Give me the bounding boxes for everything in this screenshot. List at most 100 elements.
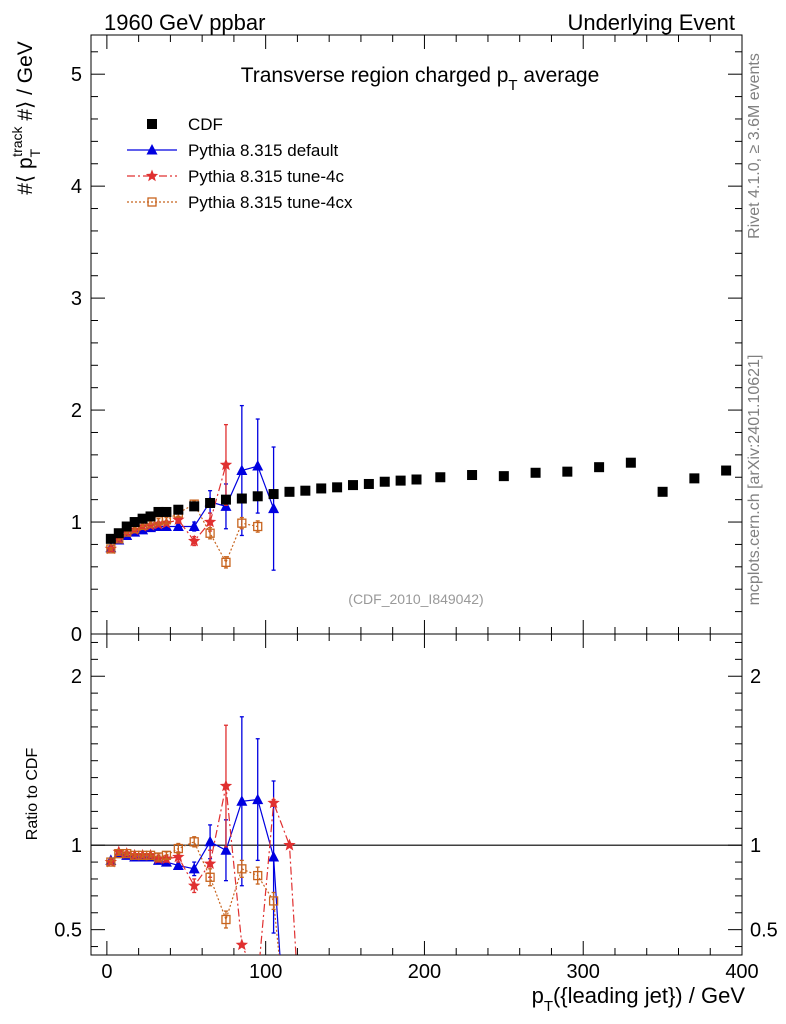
- series-line: [110, 785, 297, 955]
- data-point: [498, 471, 509, 482]
- data-point: [252, 460, 264, 471]
- data-point: [332, 482, 343, 493]
- rivet-label: Rivet 4.1.0, ≥ 3.6M events: [746, 53, 763, 239]
- data-point: [594, 462, 605, 473]
- data-point: [221, 557, 231, 567]
- ratio-y-tick-label: 0.5: [54, 920, 82, 942]
- data-point: [113, 528, 124, 539]
- data-point: [188, 862, 200, 874]
- data-point: [363, 478, 374, 489]
- xlabel: pT({leading jet}) / GeV: [532, 983, 746, 1015]
- data-point: [205, 872, 215, 882]
- header-right: Underlying Event: [567, 10, 735, 35]
- data-point: [562, 466, 573, 477]
- data-point: [253, 521, 263, 532]
- x-tick-label: 400: [725, 961, 758, 983]
- data-point: [172, 859, 184, 870]
- ratio-y-tick-label: 1: [71, 835, 82, 857]
- axes-layer: 0 100 200 300 400 0 1 2 3 4 5 0.5 0.5 1 1 2 2: [54, 35, 778, 983]
- data-point: [219, 779, 233, 792]
- data-point: [205, 528, 215, 538]
- data-point: [121, 521, 132, 532]
- data-point: [347, 480, 358, 491]
- data-point: [161, 850, 172, 860]
- data-point: [129, 517, 140, 528]
- data-point: [267, 796, 280, 809]
- analysis-watermark: (CDF_2010_I849042): [348, 591, 483, 607]
- data-point: [291, 974, 303, 986]
- ratio-ylabel: Ratio to CDF: [24, 748, 41, 841]
- data-point: [379, 476, 390, 487]
- data-point: [300, 485, 311, 496]
- legend-label: Pythia 8.315 default: [188, 141, 339, 160]
- data-point: [219, 458, 233, 471]
- data-point: [625, 457, 636, 468]
- y-tick-label: 1: [71, 512, 82, 534]
- main-title: Transverse region charged pT average: [241, 64, 600, 94]
- data-point: [252, 491, 263, 502]
- legend-label: CDF: [188, 115, 223, 134]
- y-tick-label: 3: [71, 288, 82, 310]
- data-point: [237, 864, 247, 874]
- data-point: [106, 544, 116, 554]
- ratio-y-tick-label: 2: [71, 666, 82, 688]
- data-point: [161, 506, 172, 517]
- series-line: [110, 841, 280, 955]
- data-point: [204, 835, 216, 847]
- main-ylabel: #⟨ pTtrack #⟩ / GeV: [9, 41, 43, 195]
- ratio-series-pythia-8-315-tune-4cx: [106, 836, 280, 955]
- data-point: [283, 838, 296, 851]
- data-point: [435, 472, 446, 483]
- series-line: [110, 798, 281, 955]
- data-point: [203, 857, 217, 870]
- data-point: [173, 843, 183, 854]
- data-point: [189, 501, 200, 512]
- data-point: [221, 914, 231, 925]
- legend-entry: Pythia 8.315 tune-4cx: [127, 193, 353, 212]
- data-point: [203, 515, 217, 528]
- data-point: [106, 857, 116, 867]
- y-tick-label: 4: [71, 176, 82, 198]
- series-layer: [104, 404, 732, 986]
- y-tick-label: 2: [71, 400, 82, 422]
- data-point: [657, 486, 668, 497]
- legend-marker: [145, 169, 159, 182]
- data-point: [172, 520, 184, 532]
- data-point: [268, 489, 279, 500]
- legend-marker: [147, 119, 157, 129]
- legend-marker: [146, 144, 158, 155]
- x-tick-label: 100: [249, 961, 282, 983]
- header-left: 1960 GeV ppbar: [104, 10, 265, 35]
- data-point: [236, 795, 248, 806]
- data-point: [252, 793, 264, 805]
- data-point: [467, 470, 478, 481]
- legend-entry: Pythia 8.315 default: [127, 141, 339, 160]
- data-point: [253, 870, 263, 881]
- data-point: [188, 879, 201, 891]
- data-point: [237, 518, 247, 528]
- data-point: [172, 513, 185, 526]
- data-point: [172, 850, 185, 863]
- legend-label: Pythia 8.315 tune-4cx: [188, 193, 353, 212]
- data-point: [220, 494, 231, 505]
- data-point: [137, 513, 148, 524]
- main-series-pythia-8-315-tune-4cx: [106, 499, 263, 569]
- data-point: [188, 520, 200, 532]
- data-point: [530, 467, 541, 478]
- legend: CDF Pythia 8.315 default Pythia 8.315 tune…: [127, 115, 353, 212]
- data-point: [188, 534, 201, 547]
- data-point: [153, 506, 164, 517]
- legend-label: Pythia 8.315 tune-4c: [188, 167, 344, 186]
- legend-entry: Pythia 8.315 tune-4c: [127, 167, 344, 186]
- x-tick-label: 200: [408, 961, 441, 983]
- data-point: [268, 851, 280, 862]
- data-point: [268, 896, 279, 906]
- x-tick-label: 300: [567, 961, 600, 983]
- data-point: [316, 483, 327, 494]
- ratio-y-tick-label-right: 0.5: [750, 920, 778, 942]
- data-point: [173, 504, 184, 515]
- data-point: [236, 493, 247, 504]
- ratio-y-tick-label-right: 2: [750, 666, 761, 688]
- ratio-panel-frame: [90, 633, 743, 956]
